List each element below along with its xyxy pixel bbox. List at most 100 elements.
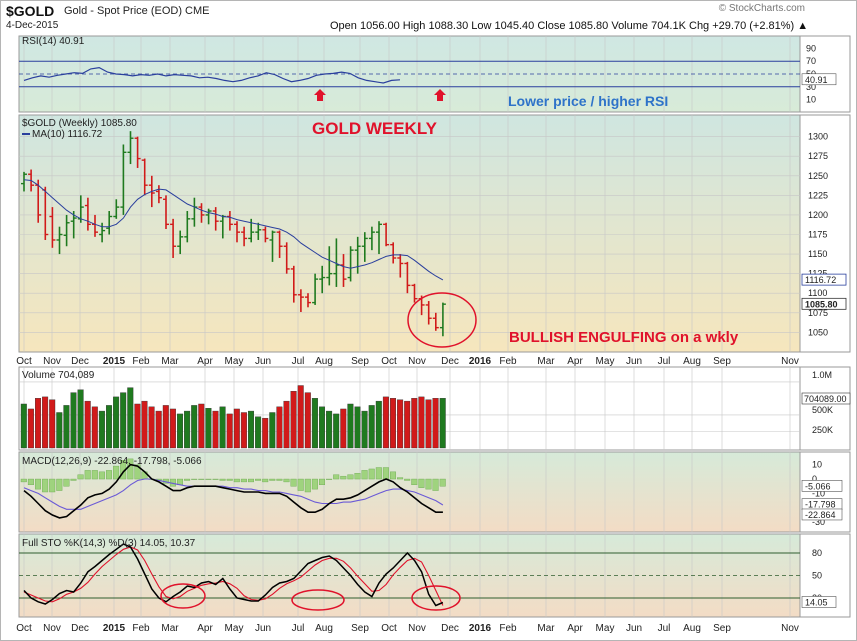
volume-bar xyxy=(439,398,446,449)
volume-tick-label: 500K xyxy=(812,405,833,415)
x-tick-label: Sep xyxy=(351,623,369,634)
macd-hist-bar xyxy=(276,478,283,481)
price-tick-label: 1100 xyxy=(808,288,827,298)
macd-hist-bar xyxy=(191,478,198,480)
macd-hist-bar xyxy=(20,478,27,483)
price-tick-label: 1050 xyxy=(808,327,828,337)
macd-hist-bar xyxy=(70,478,77,481)
price-title: $GOLD (Weekly) 1085.80 xyxy=(22,118,137,129)
volume-bar xyxy=(212,410,219,449)
x-tick-label: Aug xyxy=(315,623,333,634)
volume-bar xyxy=(290,391,297,449)
ma-last-label: 1116.72 xyxy=(805,275,836,285)
volume-bar xyxy=(269,412,276,449)
macd-hist-bar xyxy=(311,478,318,490)
volume-bar xyxy=(113,396,120,449)
volume-bar xyxy=(205,408,212,449)
engulfing-circle xyxy=(407,292,477,348)
macd-hist-bar xyxy=(219,478,226,481)
volume-bar xyxy=(255,416,262,449)
symbol-title: $GOLD xyxy=(6,3,55,19)
x-tick-label: Dec xyxy=(71,356,89,367)
price-bar xyxy=(326,246,333,286)
volume-bar xyxy=(326,410,333,449)
macd-hist-bar xyxy=(319,478,326,486)
volume-bar xyxy=(333,413,340,449)
red-arrow-icon xyxy=(434,89,446,101)
price-tick-label: 1175 xyxy=(808,230,827,240)
price-bar xyxy=(390,242,397,264)
price-bar xyxy=(134,136,141,168)
rsi-title: RSI(14) 40.91 xyxy=(22,36,85,47)
price-bar xyxy=(170,218,177,258)
volume-bar xyxy=(49,399,56,449)
volume-title: Volume 704,089 xyxy=(22,370,95,381)
x-tick-label: Mar xyxy=(537,623,555,634)
x-tick-label: 2015 xyxy=(103,356,126,367)
macd-hist-bar xyxy=(226,478,233,481)
chart-date: 4-Dec-2015 xyxy=(6,20,59,31)
x-tick-label: Mar xyxy=(161,356,179,367)
x-tick-label: Sep xyxy=(351,356,369,367)
volume-bar xyxy=(354,406,361,449)
x-tick-label: Nov xyxy=(781,356,799,367)
macd-signal-line xyxy=(23,478,444,510)
x-tick-label: Jun xyxy=(626,623,642,634)
x-tick-label: Nov xyxy=(43,356,61,367)
macd-last-box xyxy=(801,480,843,492)
volume-bar xyxy=(382,396,389,449)
volume-bar xyxy=(63,405,70,449)
macd-hist-bar xyxy=(340,475,347,480)
red-arrow-icon xyxy=(314,89,326,101)
x-tick-label: Nov xyxy=(408,623,426,634)
macd-tick-label: -10 xyxy=(812,488,825,498)
volume-bar xyxy=(390,398,397,449)
volume-bar xyxy=(283,400,290,449)
volume-bar xyxy=(375,400,382,449)
price-bar xyxy=(312,273,319,305)
volume-bar xyxy=(297,385,304,449)
price-bar xyxy=(276,230,283,258)
macd-hist-bar xyxy=(91,470,98,480)
price-bar xyxy=(269,230,276,262)
macd-hist-bar xyxy=(49,478,56,493)
price-bar xyxy=(425,301,432,325)
volume-bar xyxy=(84,400,91,449)
volume-bar xyxy=(141,400,148,449)
rsi-last-box xyxy=(801,73,837,86)
macd-tick-label: 0 xyxy=(812,474,817,484)
macd-hist-bar xyxy=(439,478,446,487)
price-bar xyxy=(226,211,233,231)
macd-last-label: -17.798 xyxy=(805,500,836,510)
ma-line xyxy=(23,179,444,281)
sto-d-line xyxy=(23,546,444,606)
price-bar xyxy=(141,158,148,196)
price-bar xyxy=(198,203,205,223)
macd-hist-bar xyxy=(42,478,49,493)
panel-price xyxy=(18,114,801,353)
rsi-tick-label: 10 xyxy=(806,95,816,105)
volume-bar xyxy=(368,405,375,449)
volume-bar xyxy=(425,399,432,449)
x-tick-label: Mar xyxy=(161,623,179,634)
price-bar xyxy=(70,211,77,239)
rsi-tick-label: 90 xyxy=(806,43,816,53)
price-bar xyxy=(127,131,134,165)
price-bar xyxy=(354,236,361,274)
macd-title: MACD(12,26,9) -22.864, -17.798, -5.066 xyxy=(22,456,202,467)
price-bar xyxy=(241,226,248,247)
price-tick-label: 1250 xyxy=(808,171,828,181)
volume-bar xyxy=(20,403,27,449)
price-bar xyxy=(368,226,375,251)
price-bar xyxy=(376,221,382,255)
close-last-box xyxy=(801,297,847,310)
macd-hist-bar xyxy=(297,478,304,491)
sto-title: Full STO %K(14,3) %D(3) 14.05, 10.37 xyxy=(22,538,196,549)
volume-bar xyxy=(304,392,311,449)
macd-hist-bar xyxy=(77,474,84,480)
x-tick-label: Nov xyxy=(43,623,61,634)
price-bar xyxy=(319,265,326,294)
macd-line xyxy=(23,463,443,519)
chart-subtitle: Gold - Spot Price (EOD) CME xyxy=(64,5,210,17)
